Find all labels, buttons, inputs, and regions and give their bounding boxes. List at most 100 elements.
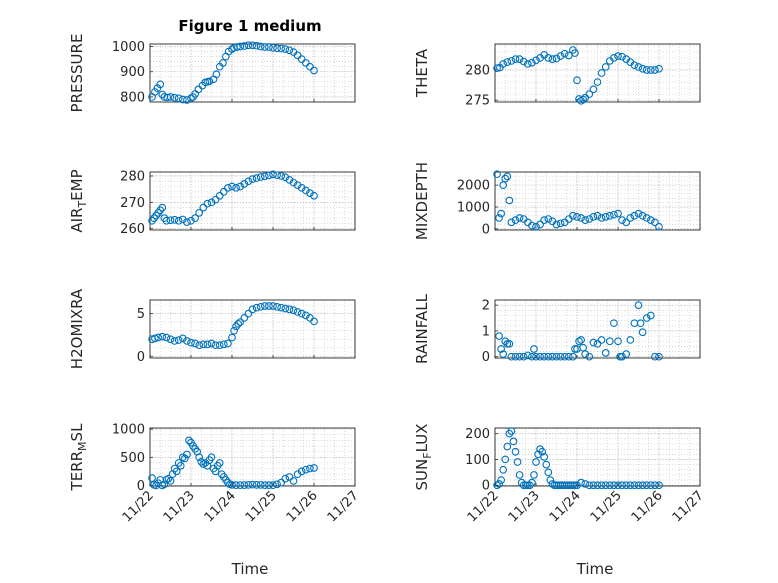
data-point <box>301 465 310 474</box>
x-tick-label: 11/23 <box>161 488 198 525</box>
data-point <box>593 481 602 490</box>
y-tick-label: 0 <box>482 350 490 365</box>
data-point <box>585 215 594 223</box>
data-point <box>589 481 598 490</box>
data-point <box>236 318 245 327</box>
data-point <box>614 481 622 490</box>
data-point <box>569 352 577 361</box>
axes-box <box>494 427 701 487</box>
data-point <box>163 93 172 102</box>
data-point <box>638 211 647 220</box>
data-point <box>240 314 249 322</box>
data-point <box>536 352 544 361</box>
data-point <box>269 170 277 179</box>
data-point <box>172 467 181 476</box>
data-point <box>544 468 553 477</box>
data-point <box>646 66 655 74</box>
data-point <box>564 352 573 361</box>
data-point <box>503 442 512 451</box>
data-point <box>166 335 175 344</box>
data-point <box>244 41 253 50</box>
axes-box <box>494 171 701 231</box>
data-point <box>151 88 159 96</box>
y-tick-label: 800 <box>120 90 145 105</box>
x-tick-label: 11/24 <box>202 488 239 525</box>
data-point <box>552 54 561 63</box>
data-point <box>211 195 220 204</box>
data-point <box>593 211 602 220</box>
data-point <box>573 76 581 85</box>
data-point <box>178 95 187 104</box>
data-point <box>610 319 618 328</box>
data-point <box>158 203 167 212</box>
data-point <box>297 183 306 192</box>
data-point <box>203 199 212 208</box>
data-point <box>183 218 191 226</box>
data-point <box>614 209 622 218</box>
data-point <box>162 333 171 342</box>
data-point <box>507 427 516 435</box>
data-point <box>248 480 257 489</box>
data-point <box>256 481 265 489</box>
data-point <box>281 304 290 313</box>
data-point <box>310 191 318 200</box>
subplot-5: 0 5 H2OMIXRA <box>68 288 356 369</box>
axes-box <box>494 43 701 103</box>
x-tick-label: 11/26 <box>284 488 321 525</box>
data-point <box>170 337 179 345</box>
y-tick-label: 1000 <box>112 423 145 438</box>
data-point <box>642 66 651 74</box>
data-point <box>183 450 191 459</box>
data-point <box>265 481 273 490</box>
data-point <box>536 220 544 229</box>
data-point <box>260 172 269 181</box>
data-point <box>281 474 290 483</box>
data-point <box>256 173 265 181</box>
data-point <box>228 481 236 489</box>
y-axis-label: SUNFLUX <box>413 424 434 491</box>
data-point <box>618 481 626 490</box>
data-point <box>499 350 508 358</box>
data-point <box>285 473 294 481</box>
data-point <box>634 63 643 71</box>
data-point <box>244 309 253 318</box>
data-point <box>509 437 518 446</box>
data-point <box>614 337 622 346</box>
data-point <box>164 474 173 483</box>
data-point <box>651 218 659 227</box>
data-point <box>511 55 520 63</box>
data-point <box>252 41 261 50</box>
y-axis-label-sub: F <box>421 452 434 458</box>
data-point <box>618 352 626 361</box>
data-point <box>219 340 228 349</box>
axes-box <box>494 299 701 359</box>
data-point <box>556 52 565 60</box>
data-point <box>610 54 618 62</box>
data-point <box>601 213 610 221</box>
data-point <box>160 480 169 489</box>
data-point <box>187 216 195 225</box>
data-point <box>297 467 306 476</box>
data-point <box>277 44 286 53</box>
data-point <box>642 214 651 222</box>
data-point <box>281 45 290 53</box>
data-point <box>183 96 191 104</box>
data-point <box>499 60 508 68</box>
data-point <box>185 436 193 445</box>
data-point <box>579 343 588 352</box>
y-axis-label-tail: LUX <box>413 424 431 453</box>
data-point <box>571 49 579 57</box>
data-point <box>285 305 294 314</box>
data-point <box>493 64 501 73</box>
subplot-6: 0 1 2 RAINFALL <box>413 293 701 365</box>
data-point <box>605 211 614 220</box>
data-point <box>511 216 520 225</box>
data-point <box>151 334 159 343</box>
data-point <box>523 481 532 490</box>
data-point <box>651 481 659 490</box>
data-point <box>544 352 553 361</box>
data-point <box>579 95 588 104</box>
data-point <box>552 220 561 229</box>
data-point <box>605 337 614 346</box>
y-tick-label: 0 <box>482 222 490 237</box>
